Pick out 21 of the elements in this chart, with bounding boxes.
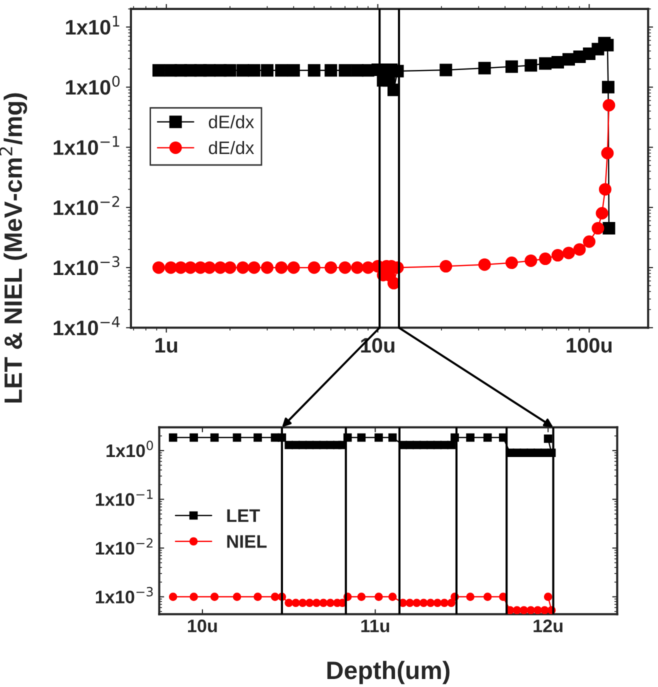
- legend-label: NIEL: [227, 535, 267, 548]
- x-tick-label: 10u: [361, 338, 394, 353]
- legend-label: dE/dx: [208, 115, 254, 128]
- x-tick-label: 11u: [361, 620, 390, 632]
- y-tick-label: 1x10$^{−3}$: [54, 256, 120, 276]
- legend-label: dE/dx: [208, 140, 254, 154]
- y-tick-label: 1x10$^{−1}$: [54, 136, 120, 155]
- y-tick-label: 1x10$^{−4}$: [54, 316, 120, 336]
- y-tick-label: 1x10$^{1}$: [66, 16, 120, 35]
- y-tick-label: 1x10$^{−2}$: [96, 538, 152, 555]
- y-tick-label: 1x10$^{−2}$: [54, 196, 120, 216]
- x-tick-label: 12u: [534, 620, 562, 632]
- y-tick-label: 1x10$^{0}$: [106, 440, 153, 458]
- x-tick-label: 1u: [156, 338, 178, 353]
- legend-label: LET: [227, 509, 260, 522]
- y-tick-label: 1x10$^{−1}$: [96, 490, 153, 506]
- x-tick-label: 10u: [188, 620, 217, 632]
- x-axis-title: Depth(um): [327, 660, 450, 684]
- x-tick-label: 100u: [566, 338, 612, 353]
- y-tick-label: 1x10$^{0}$: [66, 76, 120, 95]
- y-tick-label: 1x10$^{−3}$: [96, 586, 153, 604]
